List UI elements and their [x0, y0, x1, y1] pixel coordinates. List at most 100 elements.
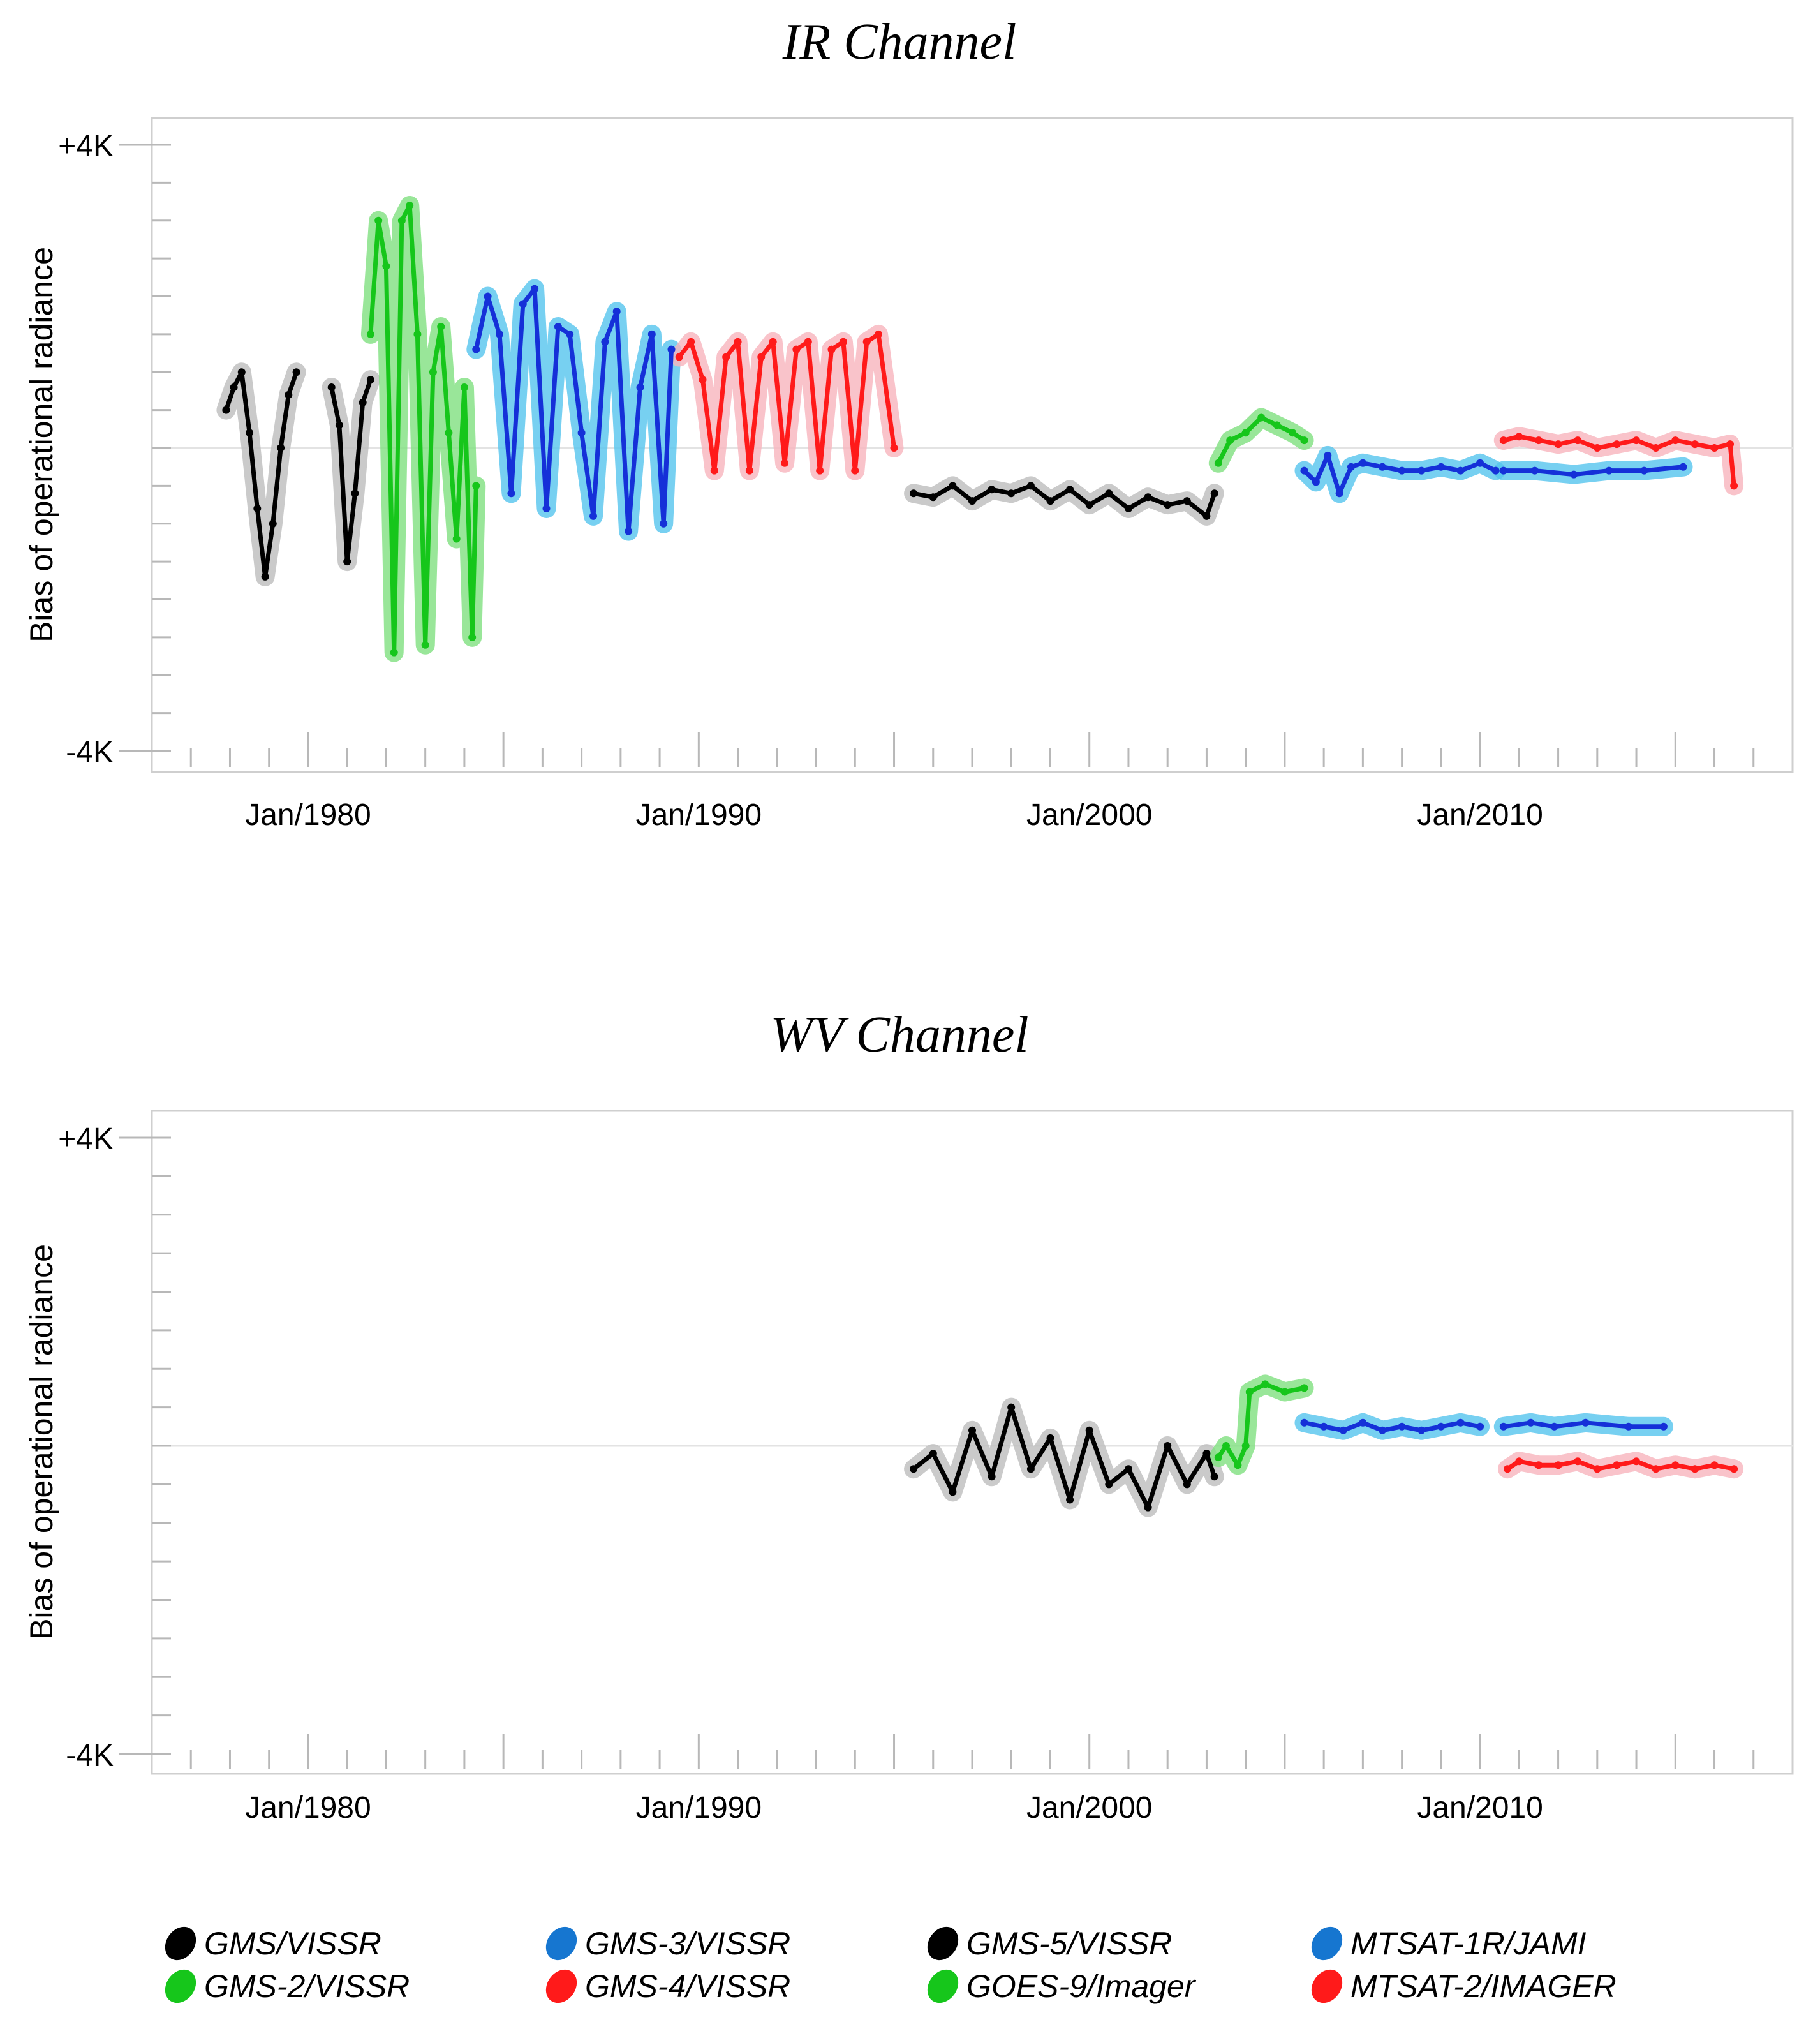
data-point [1659, 1422, 1668, 1431]
data-point [1335, 489, 1343, 498]
data-point [1593, 444, 1601, 452]
legend-item: GOES-9/Imager [927, 1968, 1197, 2004]
series-line [1302, 1420, 1483, 1433]
y-axis-label: Bias of operational radiance [24, 247, 59, 643]
data-point [710, 466, 718, 475]
x-tick-label: Jan/2000 [1026, 798, 1153, 832]
data-point [1456, 466, 1465, 475]
data-point [1671, 1461, 1680, 1469]
data-point [1320, 1422, 1328, 1431]
data-point [988, 1473, 996, 1481]
x-tick-label: Jan/2000 [1026, 1791, 1153, 1825]
data-point [1214, 459, 1222, 467]
data-point [1144, 1503, 1152, 1512]
data-point [1026, 1465, 1035, 1473]
series-layer [910, 1380, 1738, 1512]
y-axis-label: Bias of operational radiance [24, 1244, 59, 1640]
data-point [1226, 436, 1234, 445]
data-point [699, 376, 707, 384]
legend-item: MTSAT-2/IMAGER [1311, 1968, 1617, 2004]
data-point [351, 489, 359, 498]
data-point [1183, 497, 1191, 505]
data-point [1456, 1418, 1465, 1427]
data-point [1652, 444, 1660, 452]
x-tick-label: Jan/1990 [636, 1791, 762, 1825]
data-point [1581, 1418, 1590, 1427]
data-point [1476, 459, 1484, 467]
data-point [397, 216, 406, 225]
series-line [473, 286, 674, 534]
data-point [1210, 489, 1218, 498]
x-tick-label: Jan/2010 [1417, 798, 1543, 832]
data-point [1359, 459, 1367, 467]
data-point [1726, 440, 1734, 449]
data-point [816, 466, 824, 475]
data-point [769, 338, 777, 346]
series-line [329, 377, 373, 564]
data-point [343, 558, 351, 566]
data-point [827, 345, 836, 353]
data-point [1300, 1384, 1308, 1392]
data-point [1183, 1480, 1191, 1489]
data-point [327, 383, 336, 391]
y-tick-label-top: +4K [58, 1122, 114, 1156]
data-point [246, 429, 254, 437]
data-point [1652, 1465, 1660, 1473]
data-point [577, 429, 586, 437]
legend-label: MTSAT-1R/JAMI [1350, 1926, 1587, 1961]
data-point [1026, 482, 1035, 490]
data-point [374, 216, 383, 225]
data-point [1105, 1480, 1113, 1489]
data-point [1379, 1426, 1386, 1434]
data-point [1280, 1388, 1289, 1396]
data-point [1527, 1418, 1535, 1427]
data-point [1730, 482, 1738, 490]
data-point [292, 368, 300, 376]
legend-swatch [927, 1969, 959, 2003]
legend-label: GMS-2/VISSR [204, 1968, 410, 2004]
series-line [1501, 1420, 1666, 1429]
data-point [1222, 1442, 1230, 1450]
data-point [757, 353, 766, 361]
series-line [223, 369, 299, 579]
legend-label: GMS-4/VISSR [585, 1968, 790, 2004]
data-point [1605, 466, 1613, 475]
data-point [1046, 1434, 1054, 1442]
data-point [1300, 1418, 1308, 1427]
data-point [406, 202, 414, 209]
data-point [1339, 1426, 1347, 1434]
data-point [1730, 1465, 1738, 1473]
data-point [1515, 433, 1523, 441]
legend-swatch [165, 1969, 196, 2003]
legend-item: GMS-4/VISSR [545, 1968, 790, 2004]
data-point [949, 482, 957, 490]
data-point [1640, 466, 1648, 475]
data-point [1257, 413, 1266, 422]
legend-swatch [927, 1926, 959, 1961]
data-point [929, 1450, 937, 1458]
data-point [1125, 1465, 1132, 1473]
data-point [851, 466, 859, 475]
ir-channel-panel: IR Channel +4K -4K Bias of operational r… [24, 14, 1794, 832]
data-point [1085, 501, 1093, 509]
data-point [542, 505, 551, 512]
data-point [1515, 1457, 1523, 1466]
data-point [1125, 505, 1132, 512]
data-point [1164, 501, 1172, 509]
data-point [1437, 1422, 1445, 1431]
data-point [839, 338, 847, 346]
data-point [1202, 1450, 1211, 1458]
data-point [1210, 1473, 1218, 1481]
data-point [1105, 489, 1113, 498]
x-tick-label: Jan/1990 [636, 798, 762, 832]
data-point [429, 368, 437, 376]
y-tick-label-bottom: -4K [66, 736, 114, 769]
data-point [667, 345, 676, 353]
data-point [413, 330, 422, 338]
x-tick-label: Jan/1980 [245, 798, 371, 832]
data-point [335, 421, 343, 429]
series-line [1501, 465, 1685, 477]
data-point [1202, 512, 1211, 520]
y-tick-label-top: +4K [58, 130, 114, 163]
